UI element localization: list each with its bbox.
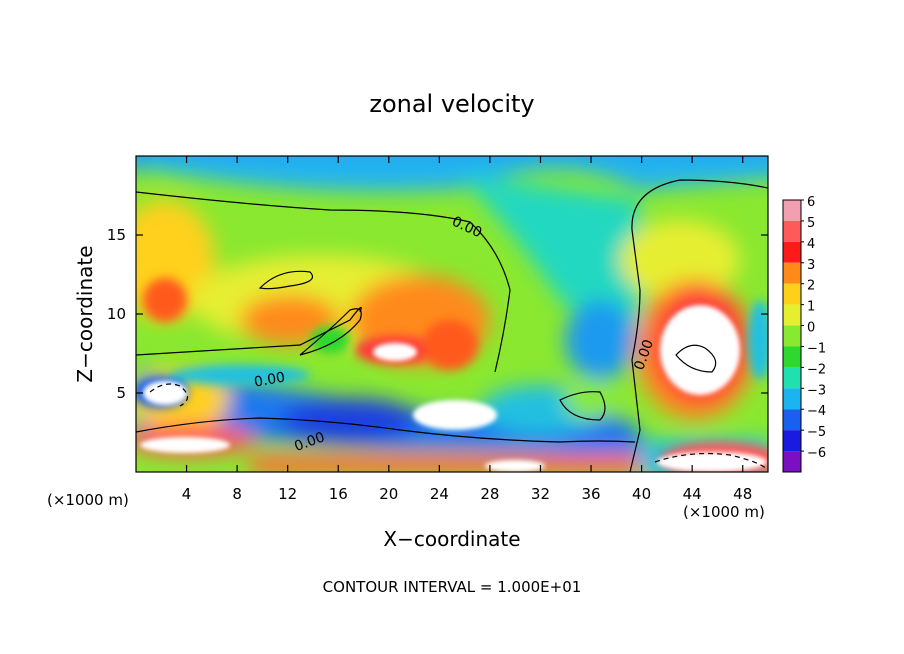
x-tick-label: 44 — [683, 485, 702, 503]
chart-title: zonal velocity — [369, 90, 534, 118]
colorbar-swatch — [783, 409, 801, 431]
x-unit-right: (×1000 m) — [683, 503, 765, 521]
colorbar-swatch — [783, 200, 801, 221]
colorbar-label: −1 — [807, 341, 826, 356]
colorbar-label: −2 — [807, 362, 826, 377]
colorbar-swatch — [783, 241, 801, 263]
contour-interval-note: CONTOUR INTERVAL = 1.000E+01 — [323, 578, 582, 596]
colorbar-label: 2 — [807, 279, 815, 294]
y-tick-label: 10 — [107, 305, 126, 323]
x-tick-label: 20 — [379, 485, 398, 503]
x-tick-label: 24 — [430, 485, 449, 503]
colorbar-swatch — [783, 220, 801, 242]
colorbar-swatch — [783, 262, 801, 284]
colorbar-label: −6 — [807, 446, 826, 461]
colorbar-label: 4 — [807, 237, 815, 252]
y-axis-label: Z−coordinate — [73, 245, 97, 382]
y-tick-label: 15 — [107, 226, 126, 244]
colorbar-frame — [782, 199, 802, 473]
colorbar-swatch — [783, 283, 801, 305]
x-tick-label: 48 — [733, 485, 752, 503]
x-tick-label: 28 — [480, 485, 499, 503]
colorbar-swatch — [783, 367, 801, 389]
x-tick-label: 16 — [329, 485, 348, 503]
colorbar-swatch — [783, 304, 801, 326]
colorbar-swatch — [783, 388, 801, 410]
colorbar-swatch — [783, 451, 801, 472]
colorbar: 6 5 4 3 2 1 0 −1 −2 −3 −4 −5 −6 — [782, 195, 826, 473]
colorbar-swatch — [783, 325, 801, 347]
colorbar-swatch — [783, 346, 801, 368]
colorbar-label: 6 — [807, 195, 815, 210]
y-axis-ticks: 5 10 15 — [107, 226, 768, 402]
x-tick-label: 8 — [232, 485, 242, 503]
x-tick-label: 32 — [531, 485, 550, 503]
colorbar-label: 1 — [807, 300, 815, 315]
x-axis-ticks: 4 8 12 16 20 24 28 32 36 40 44 48 — [182, 156, 752, 503]
y-tick-label: 5 — [116, 384, 126, 402]
x-tick-label: 36 — [581, 485, 600, 503]
colorbar-label: −4 — [807, 404, 826, 419]
x-tick-label: 4 — [182, 485, 192, 503]
colorbar-label: −5 — [807, 425, 826, 440]
colorbar-label: 5 — [807, 216, 815, 231]
x-tick-label: 40 — [632, 485, 651, 503]
contour-label-2: 0.00 — [253, 369, 286, 390]
colorbar-label: −3 — [807, 383, 826, 398]
x-tick-label: 12 — [278, 485, 297, 503]
x-unit-left: (×1000 m) — [47, 491, 129, 509]
colorbar-label: 3 — [807, 258, 815, 273]
contour-lines — [136, 179, 768, 472]
colorbar-swatch — [783, 430, 801, 452]
x-axis-label: X−coordinate — [383, 527, 520, 551]
colorbar-label: 0 — [807, 321, 815, 336]
heatmap-field — [136, 156, 768, 472]
